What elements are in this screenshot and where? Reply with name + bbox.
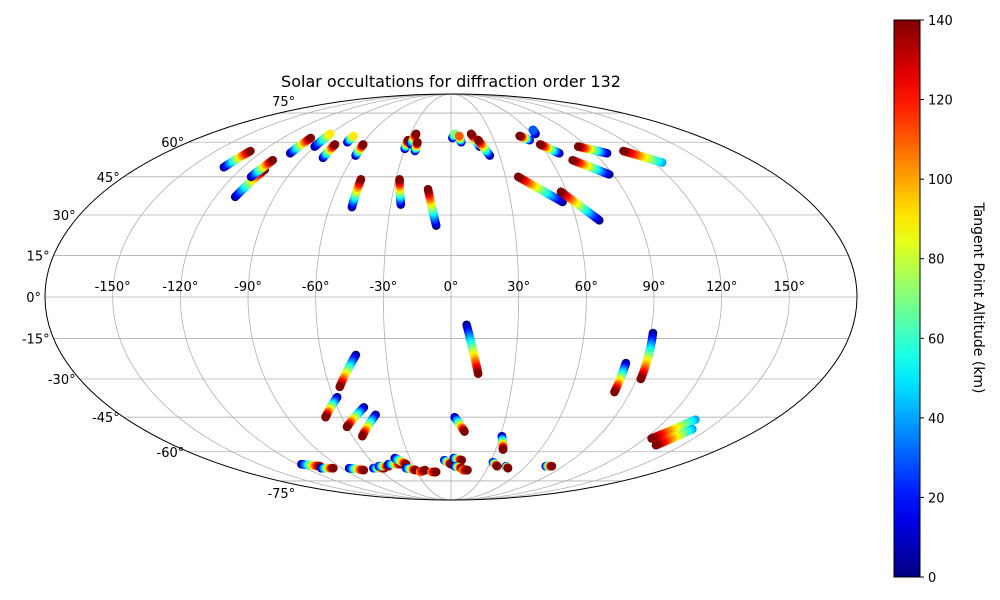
graticule xyxy=(45,93,857,501)
occultation-point xyxy=(329,463,338,473)
axis-tick-labels: -150° -120° -90° -60° -30° 0° 30° 60° 90° 120° 150… xyxy=(22,95,805,502)
occultation-point xyxy=(610,387,619,397)
lon-tick-label: -60° xyxy=(302,280,330,295)
colorbar-bar xyxy=(893,19,921,578)
occultation-point xyxy=(460,427,469,436)
lat-tick-label: -30° xyxy=(48,373,76,388)
occultation-point xyxy=(535,140,545,149)
occultation-point xyxy=(321,412,330,422)
occultation-point xyxy=(359,465,369,475)
lon-tick-label: 90° xyxy=(642,280,665,295)
lon-gridline xyxy=(450,93,655,501)
occultation-point xyxy=(556,187,566,197)
lon-gridline xyxy=(450,93,723,501)
occultation-point xyxy=(647,434,656,443)
lon-tick-label: -120° xyxy=(162,280,198,295)
lat-tick-label: 60° xyxy=(161,136,184,151)
occultation-point xyxy=(515,131,524,141)
colorbar-tick-label: 20 xyxy=(928,491,945,506)
lon-tick-label: 30° xyxy=(507,280,530,295)
lat-tick-label: 75° xyxy=(272,95,295,110)
occultation-point xyxy=(342,422,352,432)
occultation-point xyxy=(498,445,508,454)
lon-gridline xyxy=(179,93,452,501)
lat-tick-label: -15° xyxy=(22,333,50,348)
occultation-point xyxy=(513,172,523,182)
lon-gridline xyxy=(450,93,520,501)
occultation-point xyxy=(413,137,422,147)
lat-tick-label: -75° xyxy=(267,487,295,502)
occultation-point xyxy=(492,461,502,471)
lon-tick-label: 120° xyxy=(706,280,737,295)
lat-tick-label: -60° xyxy=(157,446,185,461)
occultation-point xyxy=(358,140,368,149)
occultation-point xyxy=(330,140,340,149)
colorbar-tick-label: 60 xyxy=(928,332,945,347)
occultation-point xyxy=(473,135,483,145)
colorbar-tick-label: 100 xyxy=(928,173,953,188)
occultation-point xyxy=(636,374,646,384)
occultation-point xyxy=(457,455,467,465)
occultation-point xyxy=(306,133,316,143)
lat-tick-label: 15° xyxy=(27,249,50,264)
occultation-point xyxy=(568,155,577,165)
occultation-point xyxy=(619,146,628,156)
occultation-point xyxy=(335,382,345,392)
occultation-point xyxy=(420,465,430,475)
lon-tick-label: -90° xyxy=(234,280,262,295)
lon-tick-label: -150° xyxy=(95,280,131,295)
map-boundary xyxy=(44,93,858,501)
lon-gridline xyxy=(450,93,790,501)
occultation-point xyxy=(528,125,538,135)
lat-tick-label: 30° xyxy=(53,209,76,224)
occultation-point xyxy=(325,129,335,139)
colorbar-tick-label: 120 xyxy=(928,94,953,109)
lon-tick-label: 150° xyxy=(774,280,805,295)
occultation-point xyxy=(411,129,421,139)
occultation-point xyxy=(349,131,358,141)
occultation-point xyxy=(356,174,366,184)
occultation-point xyxy=(358,431,367,441)
lon-tick-label: 0° xyxy=(444,280,459,295)
occultation-point xyxy=(547,461,557,471)
occultation-point xyxy=(473,369,483,379)
colorbar-tick-label: 80 xyxy=(928,253,945,268)
occultation-point xyxy=(573,142,583,151)
colorbar-tick-label: 0 xyxy=(928,571,936,586)
occultation-point xyxy=(395,174,404,184)
lat-tick-label: 0° xyxy=(26,291,41,306)
occultation-point xyxy=(463,465,472,475)
lat-tick-label: -45° xyxy=(92,411,120,426)
occultation-point xyxy=(503,463,513,473)
lon-tick-label: 60° xyxy=(575,280,598,295)
colorbar: 0 20 40 60 80 100 120 140 Tangent Point Altitud… xyxy=(893,14,986,586)
occultation-points xyxy=(219,125,700,477)
colorbar-tick-label: 40 xyxy=(928,412,945,427)
colorbar-tick-label: 140 xyxy=(928,14,953,29)
lon-tick-label: -30° xyxy=(369,280,397,295)
chart-title: Solar occultations for diffraction order… xyxy=(281,72,621,91)
colorbar-label: Tangent Point Altitude (km) xyxy=(970,201,986,393)
occultation-point xyxy=(268,155,278,165)
occultation-point xyxy=(651,440,661,450)
colorbar-ticks: 0 20 40 60 80 100 120 140 xyxy=(920,14,953,586)
occultation-point xyxy=(246,146,255,156)
occultation-point xyxy=(431,467,441,477)
occultation-point xyxy=(466,129,476,139)
occultation-point xyxy=(454,131,464,141)
lat-tick-label: 45° xyxy=(97,171,120,186)
lon-gridline xyxy=(112,93,452,501)
occultation-point xyxy=(423,184,433,194)
